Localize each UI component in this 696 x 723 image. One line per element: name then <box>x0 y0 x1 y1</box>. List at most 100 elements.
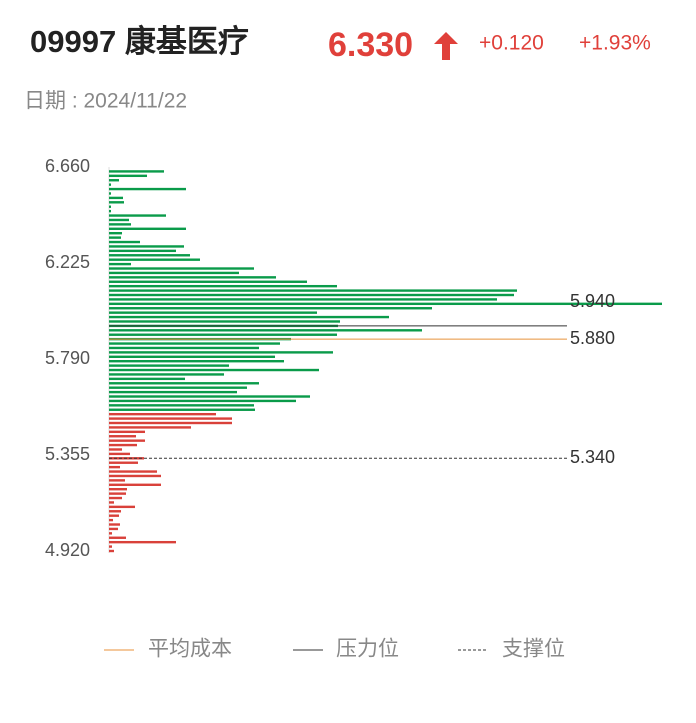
level-label: 5.880 <box>570 328 615 348</box>
chip-bar <box>109 174 147 178</box>
chip-bar <box>109 179 119 182</box>
chip-bar <box>109 254 190 257</box>
chip-bar <box>109 320 340 323</box>
chip-bar <box>109 408 255 411</box>
change-pct: +1.93% <box>579 32 651 55</box>
chip-bar <box>109 549 114 553</box>
chip-bar <box>109 496 122 500</box>
chip-bar <box>109 187 186 191</box>
chip-bar <box>109 452 130 456</box>
chip-bar <box>109 249 176 253</box>
chip-bar <box>109 545 112 548</box>
chip-bar <box>109 227 186 230</box>
chip-bar <box>109 209 111 213</box>
chip-bar <box>109 461 138 464</box>
chip-bar <box>109 196 123 200</box>
chip-bar <box>109 214 166 217</box>
chip-bar <box>109 505 135 509</box>
chip-bar <box>109 514 119 517</box>
chip-bar <box>109 271 239 275</box>
chip-bar <box>109 527 118 531</box>
chip-bar <box>109 364 229 367</box>
chip-bar <box>109 232 122 235</box>
chip-bar <box>109 333 337 336</box>
chip-bar <box>109 395 310 398</box>
chip-bar <box>109 518 113 522</box>
y-tick-label: 5.790 <box>45 348 90 368</box>
chip-bar <box>109 201 124 204</box>
chip-bar <box>109 532 112 535</box>
chip-bar <box>109 430 145 434</box>
chip-bar <box>109 448 122 451</box>
level-label: 5.340 <box>570 447 615 467</box>
chip-bar <box>109 258 200 261</box>
chip-bar <box>109 540 176 544</box>
chip-bar <box>109 439 145 442</box>
chip-bar <box>109 377 185 381</box>
chip-bar <box>109 417 232 420</box>
chip-bar <box>109 492 126 495</box>
chip-bar <box>109 289 517 292</box>
chip-bar <box>109 435 136 438</box>
y-tick-label: 4.920 <box>45 540 90 560</box>
y-tick-label: 6.660 <box>45 156 90 176</box>
chip-bar <box>109 488 127 491</box>
chip-bar <box>109 404 254 407</box>
chip-bar <box>109 390 237 394</box>
chip-bar <box>109 536 126 539</box>
chip-bar <box>109 298 497 301</box>
up-arrow <box>434 32 458 60</box>
chip-bar <box>109 474 161 478</box>
legend-label: 压力位 <box>336 638 399 661</box>
chip-bar <box>109 329 422 332</box>
chip-bar <box>109 443 137 447</box>
chip-bar <box>109 267 254 270</box>
chip-bar <box>109 302 662 306</box>
level-label: 5.940 <box>570 291 615 311</box>
chip-bar <box>109 311 317 314</box>
chip-bar <box>109 346 259 350</box>
y-tick-label: 5.355 <box>45 444 90 464</box>
chip-bar <box>109 399 296 403</box>
chip-bar <box>109 307 432 310</box>
chip-bar <box>109 470 157 473</box>
chip-bar <box>109 360 284 363</box>
chip-bar <box>109 284 337 288</box>
change: +0.120 <box>479 32 544 55</box>
chip-bar <box>109 205 111 208</box>
chip-bar <box>109 351 333 354</box>
price: 6.330 <box>328 26 413 64</box>
legend-label: 平均成本 <box>148 638 232 661</box>
chip-bar <box>109 240 140 244</box>
y-tick-label: 6.225 <box>45 252 90 272</box>
chip-bar <box>109 501 114 504</box>
chip-bar <box>109 280 307 283</box>
chip-bar <box>109 510 121 513</box>
chip-bar <box>109 315 389 319</box>
chip-bar <box>109 373 224 376</box>
legend-label: 支撑位 <box>502 638 565 661</box>
chip-bar <box>109 382 259 385</box>
chip-bar <box>109 245 184 248</box>
chip-bar <box>109 412 216 416</box>
chip-bar <box>109 426 191 429</box>
chip-bar <box>109 523 120 526</box>
chip-bar <box>109 386 247 389</box>
chip-bar <box>109 236 121 239</box>
chip-bar <box>109 483 161 486</box>
chip-bar <box>109 465 120 469</box>
chip-bar <box>109 355 275 358</box>
chip-bar <box>109 218 129 222</box>
chip-bar <box>109 342 280 345</box>
chip-bar <box>109 223 131 226</box>
chip-bar <box>109 479 125 482</box>
chip-bar <box>109 183 111 186</box>
chip-bar <box>109 192 111 195</box>
chip-bar <box>109 262 131 266</box>
chip-bar <box>109 368 319 372</box>
chip-bar <box>109 421 232 425</box>
chip-bar <box>109 276 276 279</box>
chip-bar <box>109 170 164 173</box>
chip-bar <box>109 293 514 297</box>
